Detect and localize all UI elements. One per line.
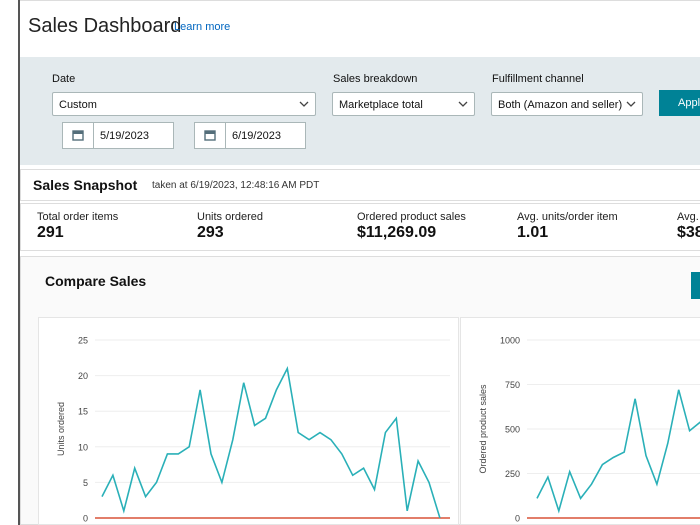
y-tick-label: 25 <box>78 336 88 346</box>
window-edge <box>18 0 20 525</box>
y-tick-label: 750 <box>505 380 520 390</box>
start-date: 5/19/2023 <box>100 130 149 142</box>
date-select[interactable]: Custom <box>52 92 316 116</box>
metrics-row <box>20 203 700 251</box>
y-tick-label: 500 <box>505 425 520 435</box>
metric-label: Ordered product sales <box>357 211 466 223</box>
y-tick-label: 20 <box>78 371 88 381</box>
metric-label: Avg. units/order item <box>517 211 618 223</box>
metric-value: $38 <box>677 224 700 241</box>
snapshot-timestamp: taken at 6/19/2023, 12:48:16 AM PDT <box>152 180 320 191</box>
start-date-input[interactable]: 5/19/2023 <box>62 122 174 149</box>
calendar-icon <box>195 123 226 148</box>
chevron <box>458 101 468 107</box>
chart-panel <box>460 317 700 525</box>
breakdown-select[interactable]: Marketplace total <box>332 92 475 116</box>
chevron <box>626 101 636 107</box>
end-date-input[interactable]: 6/19/2023 <box>194 122 306 149</box>
channel-select[interactable]: Both (Amazon and seller) <box>491 92 643 116</box>
y-tick-label: 0 <box>83 514 88 524</box>
snapshot-header <box>20 169 700 201</box>
y-tick-label: 0 <box>515 514 520 524</box>
page-title: Sales Dashboard <box>28 15 182 37</box>
chevron <box>299 101 309 107</box>
metric-label: Total order items <box>37 211 119 223</box>
y-tick-label: 250 <box>505 469 520 479</box>
y-tick-label: 5 <box>83 478 88 488</box>
metric-value: $11,269.09 <box>357 224 437 241</box>
chart-panel <box>38 317 459 525</box>
date-label: Date <box>52 73 76 85</box>
date-select-value: Custom <box>59 99 97 111</box>
snapshot-title: Sales Snapshot <box>33 177 138 193</box>
y-tick-label: 15 <box>78 407 88 417</box>
learn-more-link[interactable]: Learn more <box>174 21 231 33</box>
metric-value: 291 <box>37 224 64 241</box>
y-tick-label: 10 <box>78 442 88 452</box>
breakdown-label: Sales breakdown <box>333 73 418 85</box>
line-series <box>101 365 441 519</box>
metric-value: 1.01 <box>517 224 549 241</box>
channel-value: Both (Amazon and seller) <box>498 99 623 111</box>
breakdown-value: Marketplace total <box>339 99 423 111</box>
apply-button[interactable]: Appl <box>659 90 700 116</box>
y-axis-label: Units ordered <box>56 402 66 456</box>
metric-value: 293 <box>197 224 224 241</box>
compare-title: Compare Sales <box>45 273 147 289</box>
top-border <box>20 0 700 1</box>
compare-button[interactable] <box>691 272 700 299</box>
metric-label: Avg. <box>677 211 699 223</box>
metric-label: Units ordered <box>197 211 264 223</box>
channel-label: Fulfillment channel <box>492 73 584 85</box>
line-series <box>536 389 700 514</box>
calendar-icon <box>63 123 94 148</box>
end-date: 6/19/2023 <box>232 130 281 142</box>
y-tick-label: 1000 <box>500 336 520 346</box>
y-axis-label: Ordered product sales <box>478 384 488 474</box>
